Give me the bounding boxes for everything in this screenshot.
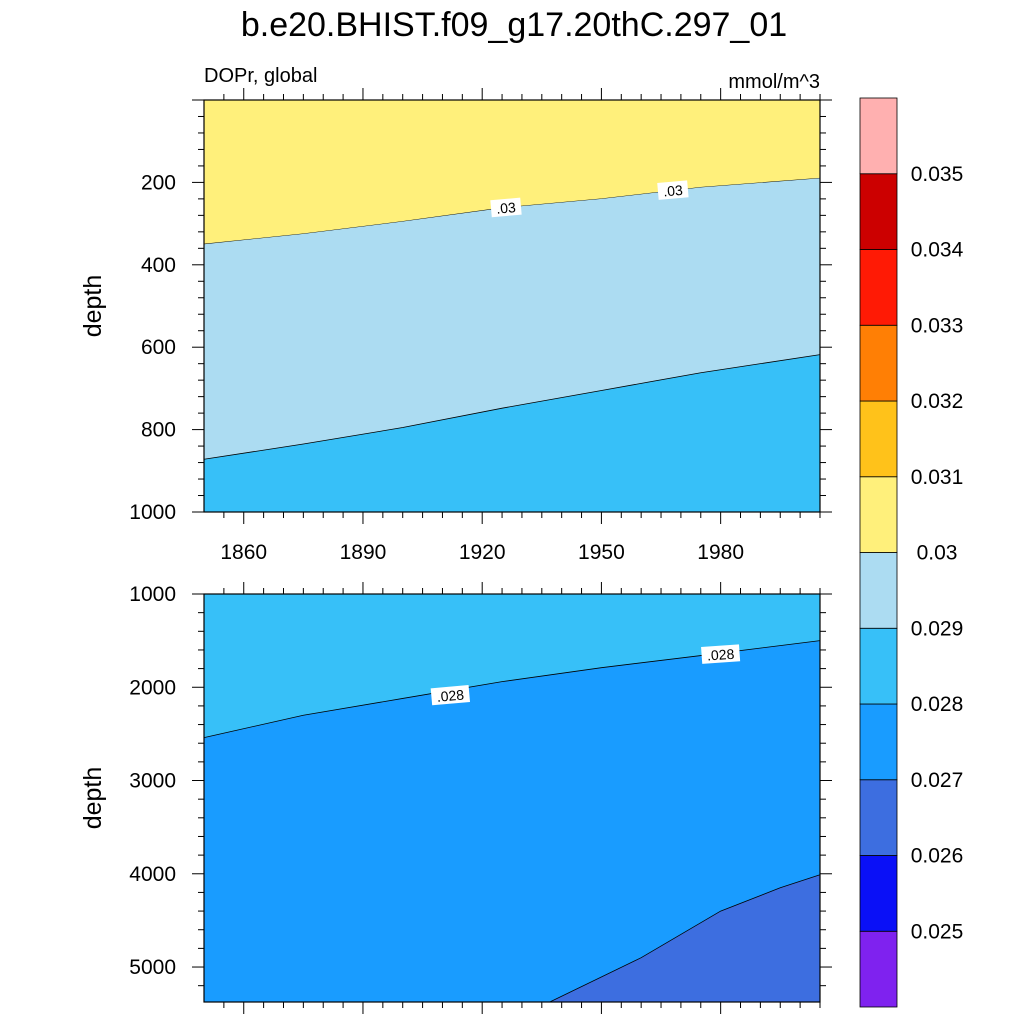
lower-depth-panel: .028 .028 1000 2000 3000 4000 5000 depth (79, 582, 832, 1014)
colorbar-tick-label: 0.032 (911, 390, 964, 413)
x-tick-label: 1980 (697, 541, 744, 564)
colorbar-box (859, 855, 898, 932)
y-tick-label: 800 (141, 419, 176, 442)
x-tick-label: 1890 (340, 541, 387, 564)
y-tick-label: 4000 (129, 863, 176, 886)
contour-label-text: .03 (663, 182, 684, 200)
colorbar-box (859, 552, 898, 629)
upper-depth-panel: .03 .03 200 400 600 800 1000 depth 1860 1890 1920 1… (79, 88, 832, 564)
contour-fill-region (204, 100, 820, 245)
panel-frame (203, 593, 821, 1003)
colorbar-tick-label: 0.034 (911, 239, 964, 262)
y-tick-label: 400 (141, 254, 176, 277)
contour-label-box (430, 685, 471, 706)
x-tick-label: 1950 (578, 541, 625, 564)
units-label: mmol/m^3 (728, 71, 820, 93)
variable-label: DOPr, global (204, 65, 317, 87)
contour-label: .028 (701, 644, 741, 664)
y-tick-label: 1000 (129, 501, 176, 524)
y-tick-label: 600 (141, 336, 176, 359)
colorbar-box (859, 476, 898, 553)
contour-fill-region (549, 874, 820, 1002)
contour-label-text: .028 (706, 646, 735, 664)
colorbar-box (859, 400, 898, 478)
colorbar-tick-label: 0.029 (911, 617, 964, 640)
contour-label-text: .028 (436, 686, 465, 704)
panel-frame (203, 99, 821, 513)
x-tick-label: 1920 (459, 541, 506, 564)
y-tick-label: 5000 (129, 956, 176, 979)
colorbar-box (859, 249, 898, 326)
colorbar-tick-label: 0.03 (917, 542, 958, 565)
y-axis-label: depth (79, 275, 107, 338)
contour-label-box (701, 644, 741, 664)
colorbar-tick-label: 0.025 (911, 920, 964, 943)
colorbar-tick-label: 0.027 (911, 769, 964, 792)
colorbar-box (859, 173, 898, 250)
contour-label-box (657, 180, 689, 200)
colorbar-tick-label: 0.031 (911, 466, 964, 489)
contour-label: .03 (490, 197, 522, 218)
contour-fill-region (204, 178, 820, 460)
chart-title: b.e20.BHIST.f09_g17.20thC.297_01 (241, 6, 787, 44)
colorbar-box (859, 779, 898, 856)
contour-line (203, 640, 821, 739)
colorbar-box (859, 627, 898, 705)
colorbar-box (859, 97, 898, 175)
contour-label: .03 (657, 180, 689, 200)
colorbar-tick-label: 0.035 (911, 163, 964, 186)
contour-label-box (490, 197, 522, 218)
contour-line (549, 874, 821, 1003)
colorbar-tick-label: 0.026 (911, 845, 964, 868)
colorbar-tick-label: 0.033 (911, 314, 964, 337)
y-tick-label: 3000 (129, 770, 176, 793)
colorbar-box (859, 324, 898, 402)
contour-label-text: .03 (496, 199, 517, 217)
contour-line (203, 354, 821, 460)
colorbar-box (859, 930, 898, 1008)
colorbar-box (859, 703, 898, 781)
contour-label: .028 (430, 685, 471, 706)
contour-fill-region (204, 640, 820, 1002)
y-axis-label: depth (79, 767, 107, 830)
y-tick-label: 200 (141, 171, 176, 194)
colorbar-tick-label: 0.028 (911, 693, 964, 716)
y-tick-label: 1000 (129, 583, 176, 606)
colorbar: 0.025 0.026 0.027 0.028 0.029 0.03 0.031 0.032 0… (859, 97, 964, 1008)
y-tick-label: 2000 (129, 676, 176, 699)
x-tick-label: 1860 (220, 541, 267, 564)
